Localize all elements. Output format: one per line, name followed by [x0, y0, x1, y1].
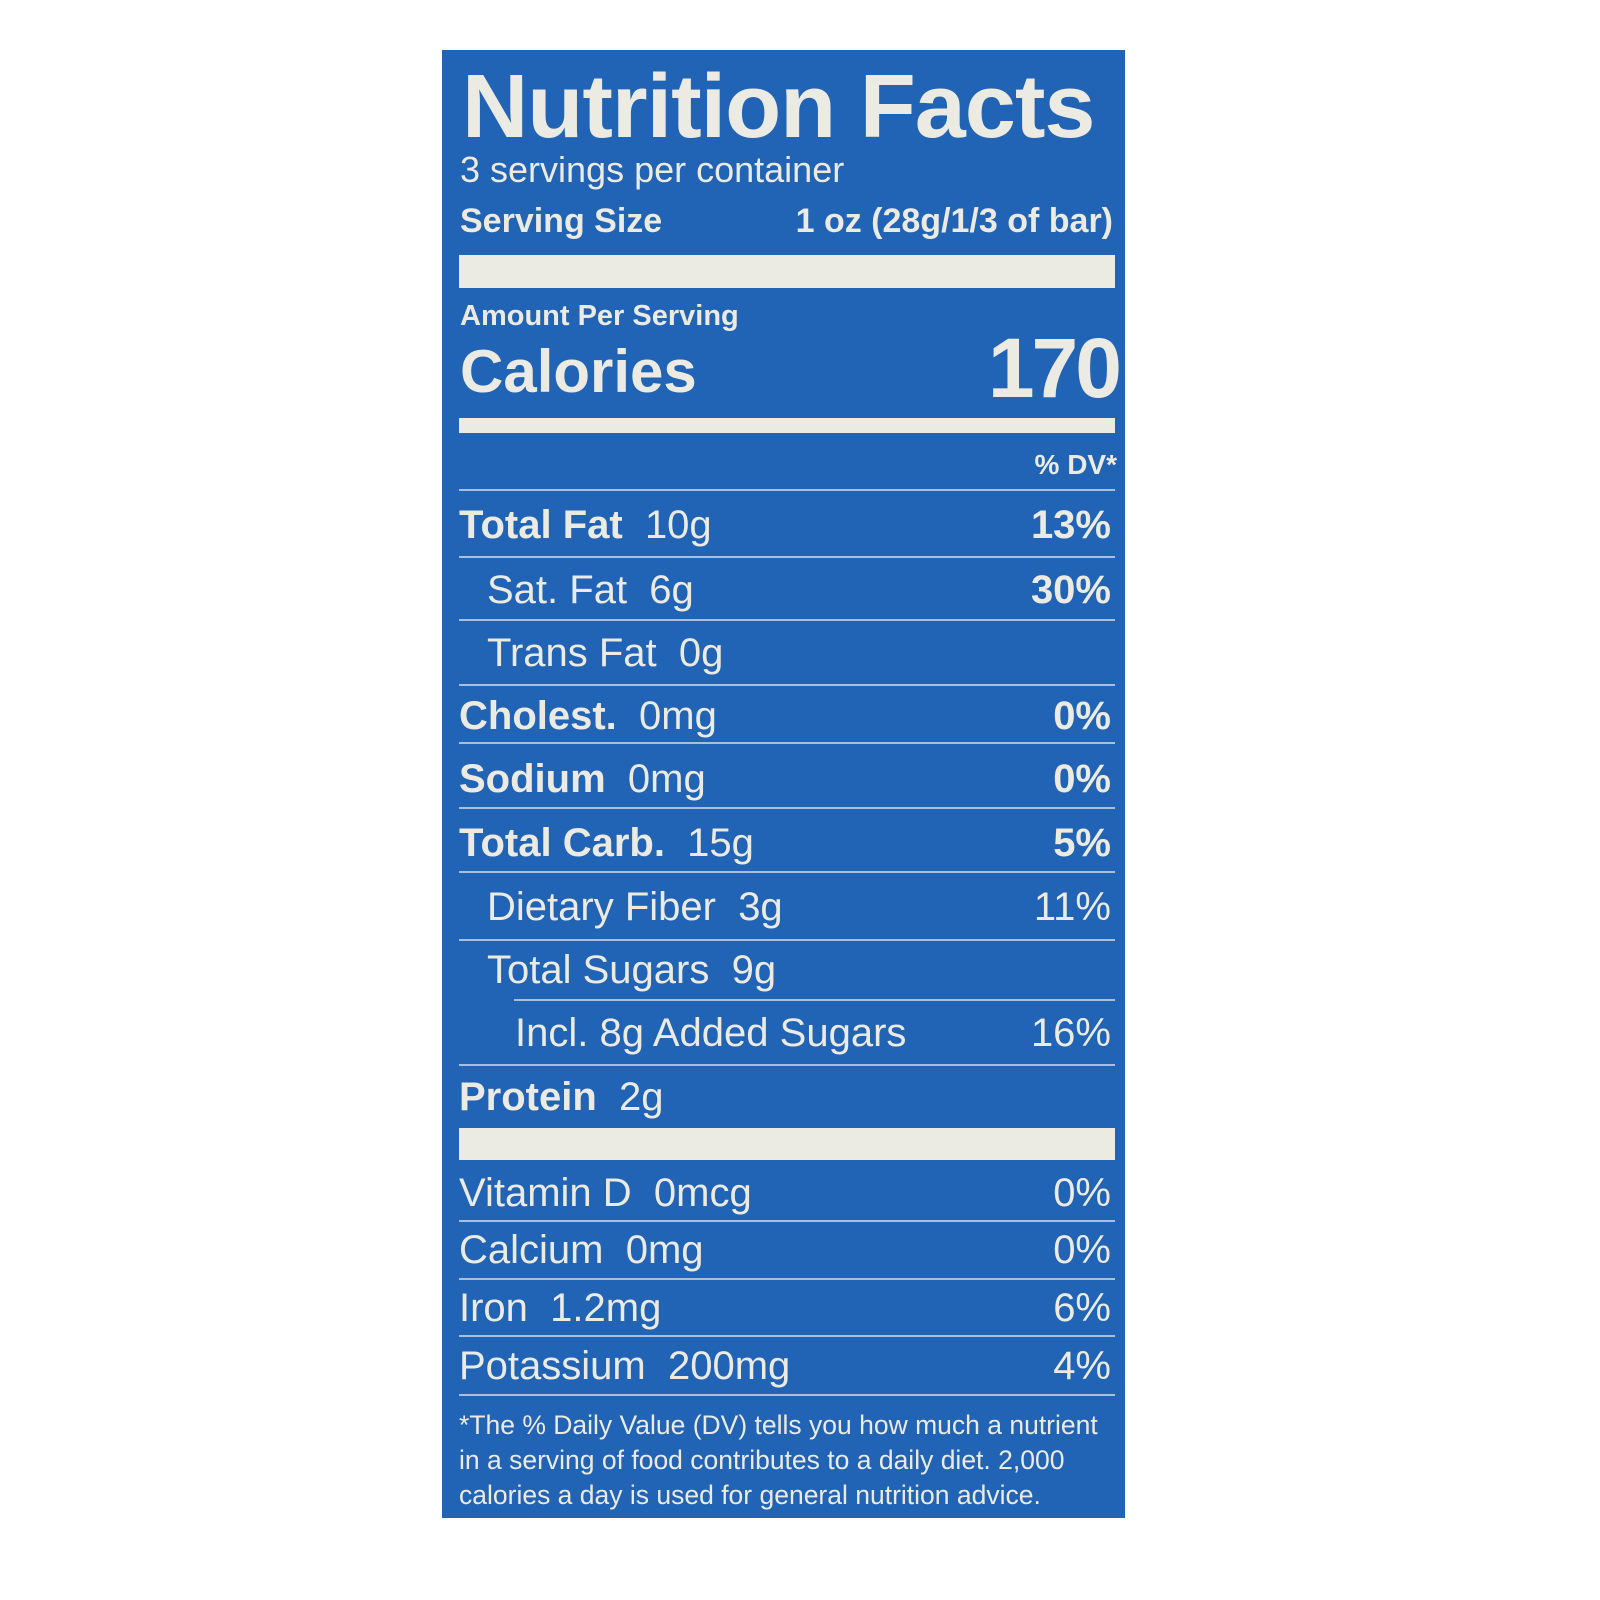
calories-value: 170: [987, 321, 1122, 415]
divider: [459, 871, 1115, 873]
nutrient-row: Cholest. 0mg 0%: [459, 693, 1111, 739]
nutrient-name: Total Fat: [459, 503, 623, 547]
divider: [459, 1220, 1115, 1222]
nutrient-name: Trans Fat: [487, 631, 657, 675]
nutrient-row: Total Carb. 15g 5%: [459, 820, 1111, 866]
nutrient-name: Total Sugars: [487, 948, 710, 992]
nutrient-amount: 10g: [644, 503, 712, 547]
nutrient-name: Sodium: [459, 757, 606, 801]
nutrient-dv: 16%: [1030, 1011, 1111, 1055]
vitamin-amount: 0mcg: [653, 1171, 752, 1215]
nutrient-dv: 0%: [1053, 694, 1111, 738]
divider: [459, 939, 1115, 941]
vitamin-row: Iron 1.2mg 6%: [459, 1285, 1111, 1331]
nutrient-row: Dietary Fiber 3g 11%: [459, 884, 1111, 930]
nutrient-amount: 0g: [678, 631, 724, 675]
nutrient-row: Sat. Fat 6g 30%: [459, 567, 1111, 613]
serving-size-value: 1 oz (28g/1/3 of bar): [795, 202, 1113, 240]
vitamin-amount: 200mg: [667, 1344, 791, 1388]
nutrient-name: Incl. 8g Added Sugars: [515, 1011, 907, 1055]
nutrient-row: Total Fat 10g 13%: [459, 502, 1111, 548]
nutrient-row: Protein 2g: [459, 1074, 1111, 1120]
nutrient-amount: 3g: [738, 885, 783, 929]
vitamin-name: Vitamin D: [459, 1171, 632, 1215]
vitamin-dv: 6%: [1053, 1286, 1111, 1330]
divider: [459, 489, 1115, 491]
divider: [514, 999, 1115, 1001]
vitamin-row: Calcium 0mg 0%: [459, 1227, 1111, 1273]
thick-divider: [459, 255, 1115, 288]
nutrient-amount: 6g: [649, 568, 694, 612]
thick-divider: [459, 1128, 1115, 1160]
divider: [459, 1394, 1115, 1396]
nutrient-name: Sat. Fat: [487, 568, 628, 612]
nutrient-dv: 5%: [1053, 821, 1111, 865]
divider: [459, 1335, 1115, 1337]
amount-per-serving: Amount Per Serving: [460, 300, 739, 332]
nutrient-amount: 0mg: [639, 694, 717, 738]
nutrient-name: Total Carb.: [459, 821, 665, 865]
nutrient-row: Sodium 0mg 0%: [459, 756, 1111, 802]
divider: [459, 619, 1115, 621]
divider: [459, 556, 1115, 558]
divider: [459, 742, 1115, 744]
title: Nutrition Facts: [462, 57, 1095, 157]
nutrition-facts-panel: Nutrition Facts 3 servings per container…: [442, 50, 1125, 1518]
vitamin-row: Vitamin D 0mcg 0%: [459, 1170, 1111, 1216]
nutrient-amount: 0mg: [627, 757, 706, 801]
nutrient-amount: 2g: [619, 1075, 664, 1119]
nutrient-row: Total Sugars 9g: [459, 947, 1111, 993]
nutrient-dv: 0%: [1053, 757, 1111, 801]
vitamin-dv: 0%: [1053, 1228, 1111, 1272]
nutrient-name: Cholest.: [459, 694, 617, 738]
calories-label: Calories: [460, 338, 697, 405]
vitamin-amount: 1.2mg: [550, 1286, 662, 1330]
vitamin-dv: 0%: [1053, 1171, 1111, 1215]
nutrient-dv: 30%: [1030, 568, 1111, 612]
nutrient-row: Trans Fat 0g: [459, 630, 1111, 676]
vitamin-dv: 4%: [1053, 1344, 1111, 1388]
divider: [459, 1278, 1115, 1280]
nutrient-name: Protein: [459, 1075, 597, 1119]
vitamin-row: Potassium 200mg 4%: [459, 1343, 1111, 1389]
servings-per-container: 3 servings per container: [460, 149, 845, 190]
vitamin-amount: 0mg: [625, 1228, 704, 1272]
nutrient-row: Incl. 8g Added Sugars 16%: [459, 1010, 1111, 1056]
nutrient-dv: 13%: [1030, 503, 1111, 547]
footnote-line: *The % Daily Value (DV) tells you how mu…: [459, 1410, 1098, 1440]
divider: [459, 1064, 1115, 1066]
serving-size-label: Serving Size: [460, 202, 663, 240]
nutrient-amount: 15g: [687, 821, 754, 865]
divider: [459, 684, 1115, 686]
dv-header: % DV*: [1034, 449, 1117, 480]
vitamin-name: Iron: [459, 1286, 528, 1330]
nutrient-amount: 9g: [731, 948, 777, 992]
divider: [459, 807, 1115, 809]
vitamin-name: Potassium: [459, 1344, 646, 1388]
footnote-line: calories a day is used for general nutri…: [459, 1480, 1041, 1510]
nutrient-dv: 11%: [1033, 885, 1111, 929]
medium-divider: [459, 418, 1115, 433]
vitamin-name: Calcium: [459, 1228, 604, 1272]
nutrient-name: Dietary Fiber: [487, 885, 716, 929]
footnote-line: in a serving of food contributes to a da…: [459, 1445, 1065, 1475]
